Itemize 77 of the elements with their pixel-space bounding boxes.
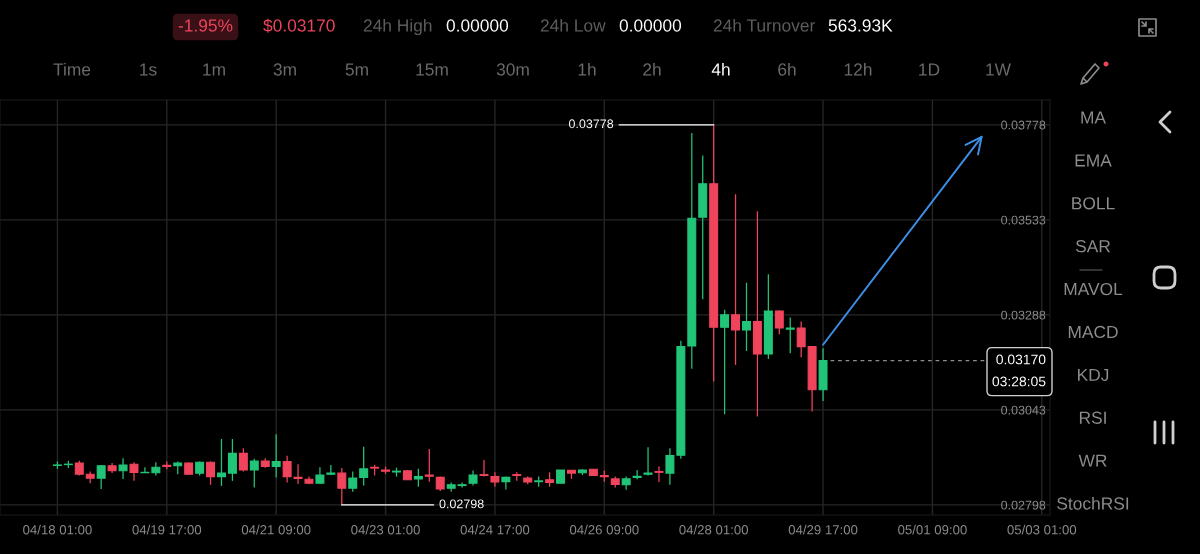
text: KDJ (1078, 368, 1109, 381)
x-tick-label: 04/19 17:00 (132, 524, 202, 535)
candlestick (359, 446, 369, 487)
text: 1h (578, 62, 596, 76)
text: RSI (1079, 411, 1106, 424)
text: BOLL (1072, 197, 1115, 210)
text: $0.03170 (263, 18, 335, 33)
ref-line-label: 0.03170 (996, 354, 1046, 365)
candlestick (643, 446, 653, 477)
x-tick-label: 05/03 01:00 (1007, 524, 1077, 535)
text: StochRSI (1057, 496, 1129, 510)
text: 12h (844, 62, 872, 76)
candlestick (271, 433, 281, 479)
y-tick-label: 0.03288 (1001, 310, 1046, 320)
candlestick (206, 460, 216, 486)
annotation: 03:28:05 (992, 376, 1046, 387)
x-tick-label: 04/29 17:00 (788, 524, 858, 535)
x-tick-label: 04/21 09:00 (241, 524, 311, 535)
text: 5m (345, 63, 368, 76)
candlestick (96, 464, 106, 490)
text: 3m (273, 63, 296, 76)
candlestick (720, 309, 730, 415)
candlestick (282, 455, 292, 484)
candlestick (118, 457, 128, 480)
x-tick-label: 04/18 01:00 (23, 524, 92, 535)
y-tick-label: 0.03043 (1001, 405, 1046, 415)
y-tick-label: 0.02798 (1001, 500, 1046, 510)
text: 6h (778, 62, 796, 76)
x-tick-label: 05/01 09:00 (898, 524, 967, 535)
candlestick (785, 316, 795, 354)
candlestick (238, 447, 248, 473)
text: 0.00000 (619, 19, 682, 32)
text: 30m (496, 63, 529, 76)
candlestick (632, 469, 642, 480)
text: 0.00000 (446, 19, 509, 32)
text: 15m (416, 63, 448, 76)
text: Time (53, 62, 91, 76)
text: 4h (711, 62, 730, 76)
candlestick (457, 481, 467, 489)
x-tick-label: 04/28 01:00 (679, 524, 749, 535)
annotation: 0.02798 (439, 499, 484, 509)
text: 563.93K (828, 19, 893, 32)
candlestick (227, 438, 237, 482)
x-tick-label: 04/24 17:00 (460, 524, 530, 535)
candlestick (337, 467, 347, 506)
x-tick-label: 04/26 09:00 (569, 524, 639, 535)
text: 24h Low (540, 18, 606, 32)
y-tick-label: 0.03778 (1001, 120, 1046, 130)
candlestick (654, 465, 664, 483)
candlestick (216, 438, 226, 487)
candlestick (293, 463, 303, 485)
candlestick (479, 459, 489, 478)
candlestick (348, 470, 358, 493)
text: 24h High (363, 18, 432, 36)
text: 1D (919, 63, 940, 76)
candlestick (796, 320, 806, 358)
text: EMA (1075, 154, 1112, 167)
text: 2h (643, 62, 661, 76)
text: MAVOL (1064, 282, 1123, 296)
text: MACD (1068, 325, 1118, 339)
candlestick (129, 461, 139, 482)
text: -1.95% (178, 19, 233, 32)
x-tick-label: 04/23 01:00 (351, 524, 420, 535)
text: MA (1081, 111, 1106, 124)
text: 24h Turnover (713, 18, 816, 32)
candlestick (774, 309, 784, 335)
candlestick (731, 193, 741, 366)
y-tick-label: 0.03533 (1001, 215, 1046, 225)
text: 1m (203, 63, 225, 76)
annotation: 0.03778 (568, 119, 614, 129)
candlestick (424, 448, 434, 483)
text: 1s (140, 63, 157, 76)
text: WR (1078, 454, 1107, 467)
text: 1W (986, 63, 1011, 76)
candlestick (741, 282, 751, 352)
candlestick (249, 458, 259, 489)
text: SAR (1075, 240, 1111, 253)
